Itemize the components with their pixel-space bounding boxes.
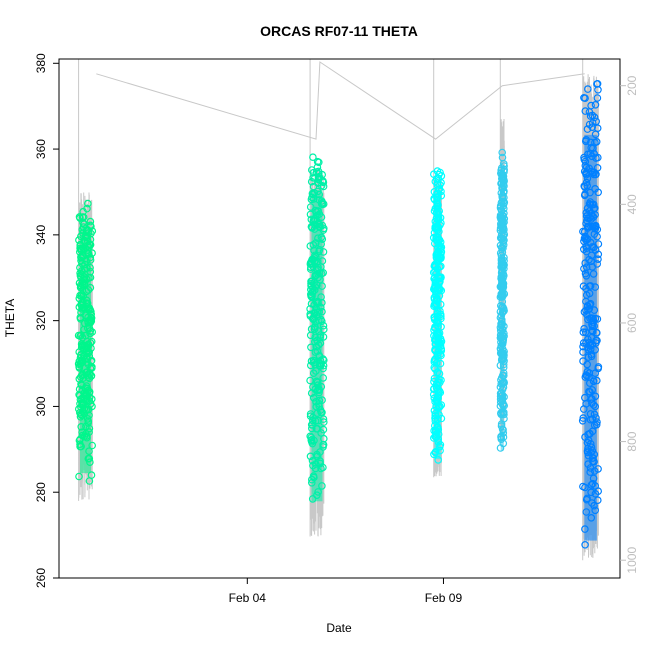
data-point — [86, 217, 95, 226]
x-tick-label: Feb 09 — [425, 591, 463, 605]
data-point — [583, 85, 592, 93]
y2-tick-label: 600 — [625, 313, 639, 333]
data-point — [75, 472, 83, 481]
data-point — [429, 170, 438, 179]
axes-layer: 260 280 300 320 340 360 380 Feb 04 Feb 09 200 400 6… — [34, 53, 639, 605]
data-point-cluster — [80, 227, 91, 474]
data-point — [315, 172, 324, 181]
y-tick-label: 320 — [34, 310, 48, 330]
data-point — [500, 193, 508, 202]
chart-title: ORCAS RF07-11 THETA — [260, 23, 418, 39]
data-point — [430, 188, 439, 196]
data-point — [497, 164, 506, 172]
series-rf08 — [306, 153, 328, 503]
data-point — [581, 107, 590, 115]
y-tick-label: 260 — [34, 568, 48, 588]
data-point — [309, 168, 318, 177]
data-point — [587, 101, 595, 110]
data-point — [498, 148, 507, 157]
data-point — [588, 111, 597, 120]
data-point — [594, 86, 602, 94]
y2-tick-label: 1000 — [625, 547, 639, 574]
data-point-cluster — [434, 195, 441, 460]
y-tick-label: 280 — [34, 482, 48, 502]
data-point — [588, 119, 597, 127]
plot-frame — [58, 58, 621, 579]
data-point — [80, 220, 88, 229]
y2-tick-label: 400 — [625, 194, 639, 214]
y2-tick-label: 800 — [625, 431, 639, 451]
x-axis-label: Date — [326, 621, 352, 635]
data-point — [76, 214, 84, 222]
data-point — [83, 204, 91, 213]
data-point — [79, 213, 88, 221]
series-rf11 — [578, 80, 603, 549]
series-rf07 — [74, 199, 97, 485]
data-point — [314, 175, 323, 184]
data-point — [593, 94, 602, 102]
y-tick-label: 300 — [34, 396, 48, 416]
data-points-layer — [74, 80, 603, 549]
data-point — [592, 117, 601, 126]
data-point — [500, 177, 508, 186]
data-point-cluster — [311, 189, 323, 502]
data-point — [431, 177, 440, 186]
y-tick-label: 340 — [34, 225, 48, 245]
data-point — [499, 160, 508, 168]
y2-tick-label: 200 — [625, 75, 639, 95]
y-tick-label: 360 — [34, 139, 48, 159]
x-tick-label: Feb 04 — [229, 591, 267, 605]
data-point — [309, 153, 317, 162]
data-point — [313, 157, 322, 166]
y-tick-label: 380 — [34, 53, 48, 73]
pressure-connector-line — [96, 61, 585, 140]
data-point — [84, 199, 92, 208]
data-point — [317, 181, 326, 190]
data-point — [583, 125, 592, 133]
data-point-cluster — [584, 134, 597, 541]
data-point — [581, 540, 589, 549]
data-point-cluster — [500, 187, 504, 451]
data-point — [437, 172, 446, 180]
pressure-line-layer — [78, 59, 599, 561]
y-axis-label: THETA — [3, 299, 17, 337]
series-rf10 — [496, 148, 509, 452]
data-point — [498, 174, 507, 182]
data-point — [581, 94, 589, 103]
data-point — [85, 477, 94, 485]
series-rf09 — [429, 167, 446, 464]
data-point — [591, 101, 600, 109]
